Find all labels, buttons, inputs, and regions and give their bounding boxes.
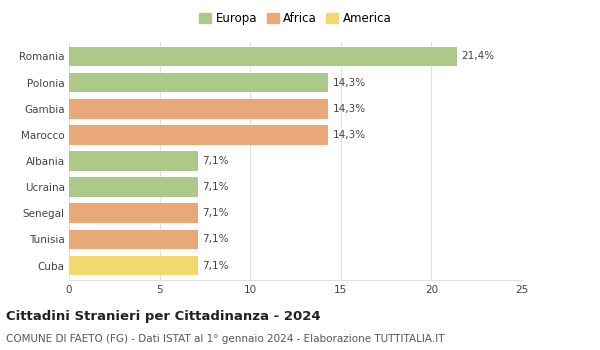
Text: 7,1%: 7,1% — [202, 156, 229, 166]
Text: Cittadini Stranieri per Cittadinanza - 2024: Cittadini Stranieri per Cittadinanza - 2… — [6, 310, 320, 323]
Bar — [69, 177, 197, 197]
Text: 14,3%: 14,3% — [332, 130, 366, 140]
Bar — [69, 203, 197, 223]
Text: 14,3%: 14,3% — [332, 104, 366, 114]
Text: 7,1%: 7,1% — [202, 261, 229, 271]
Bar — [69, 47, 457, 66]
Text: 21,4%: 21,4% — [461, 51, 494, 61]
Bar — [69, 230, 197, 249]
Text: 14,3%: 14,3% — [332, 78, 366, 88]
Bar — [69, 73, 328, 92]
Bar — [69, 256, 197, 275]
Legend: Europa, Africa, America: Europa, Africa, America — [199, 12, 392, 25]
Text: 7,1%: 7,1% — [202, 182, 229, 192]
Bar — [69, 99, 328, 119]
Text: 7,1%: 7,1% — [202, 234, 229, 244]
Bar — [69, 151, 197, 171]
Bar — [69, 125, 328, 145]
Text: 7,1%: 7,1% — [202, 208, 229, 218]
Text: COMUNE DI FAETO (FG) - Dati ISTAT al 1° gennaio 2024 - Elaborazione TUTTITALIA.I: COMUNE DI FAETO (FG) - Dati ISTAT al 1° … — [6, 334, 445, 344]
